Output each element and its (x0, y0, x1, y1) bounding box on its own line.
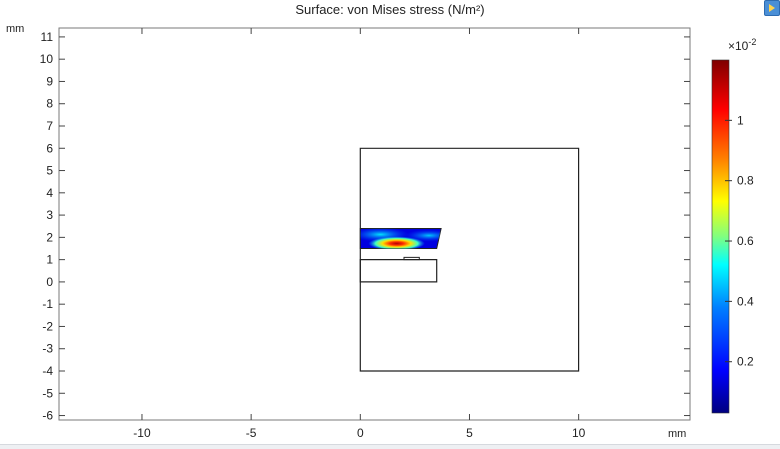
y-tick-label: 11 (41, 30, 54, 44)
geometry-layer (359, 147, 580, 372)
colorbar-tick-label: 0.8 (737, 174, 754, 188)
y-tick-label: 0 (46, 275, 53, 289)
plot-title: Surface: von Mises stress (N/m²) (295, 2, 485, 17)
colorbar-tick-label: 0.4 (737, 294, 754, 308)
colorbar-tick-label: 0.6 (737, 234, 754, 248)
axes-frame (58, 27, 691, 421)
y-tick-label: 5 (46, 164, 53, 178)
x-tick-label: 0 (357, 426, 364, 440)
x-axis-ticks: -10 -5 0 5 10 (133, 28, 586, 440)
y-tick-label: -2 (42, 319, 53, 333)
y-tick-label: -1 (42, 297, 53, 311)
y-tick-label: 8 (46, 97, 53, 111)
colorbar-tick-label: 0.2 (737, 355, 754, 369)
x-tick-label: -10 (133, 426, 151, 440)
y-tick-label: 1 (46, 253, 53, 267)
colorbar-tick-label: 1 (737, 113, 744, 127)
x-unit-label: mm (668, 428, 686, 440)
y-tick-label: 7 (46, 119, 53, 133)
stress-hotspot (360, 228, 442, 249)
lower-block (359, 259, 438, 283)
y-tick-label: 3 (46, 208, 53, 222)
outer-box (359, 147, 580, 372)
y-tick-label: -5 (42, 386, 53, 400)
x-tick-label: 5 (466, 426, 473, 440)
y-tick-label: 2 (46, 230, 53, 244)
play-icon[interactable] (764, 0, 780, 16)
y-tick-label: 10 (40, 52, 54, 66)
x-tick-label: 10 (572, 426, 586, 440)
colorbar (711, 59, 730, 414)
bottom-border (0, 444, 780, 449)
y-tick-label: 9 (46, 74, 53, 88)
y-unit-label: mm (6, 23, 24, 35)
y-tick-label: -4 (42, 364, 53, 378)
y-tick-label: -3 (42, 342, 53, 356)
y-tick-label: -6 (42, 409, 53, 423)
y-tick-label: 6 (46, 141, 53, 155)
colorbar-ticks: 1 0.8 0.6 0.4 0.2 (725, 113, 754, 369)
y-tick-label: 4 (46, 186, 53, 200)
small-bump (403, 256, 420, 261)
x-tick-label: -5 (246, 426, 257, 440)
colorbar-multiplier: ×10-2 (728, 37, 756, 53)
